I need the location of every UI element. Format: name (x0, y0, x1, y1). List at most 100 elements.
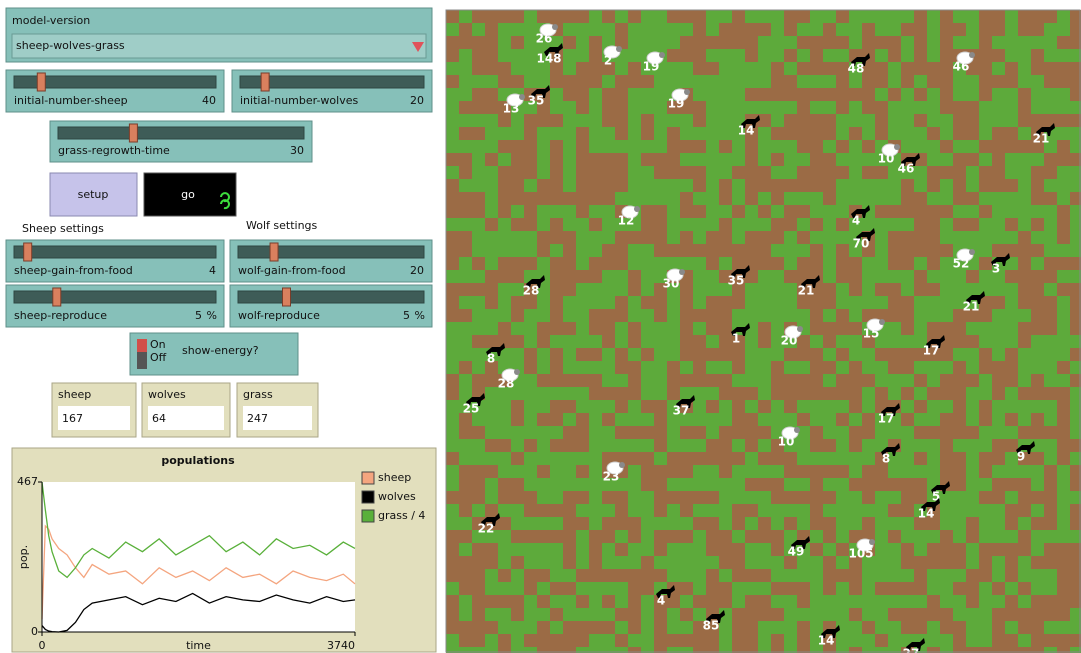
grass-patch (771, 23, 784, 36)
grass-patch (667, 257, 680, 270)
grass-patch (732, 127, 745, 140)
grass-patch (849, 621, 862, 634)
grass-patch (953, 270, 966, 283)
grass-patch (745, 348, 758, 361)
grass-patch (628, 166, 641, 179)
grass-patch (667, 192, 680, 205)
grass-patch (823, 257, 836, 270)
grass-patch (667, 309, 680, 322)
slider-knob[interactable] (128, 123, 138, 143)
slider-knob[interactable] (260, 72, 270, 92)
grass-patch (550, 465, 563, 478)
slider-knob[interactable] (269, 242, 279, 262)
slider-trough (237, 290, 425, 304)
grass-patch (732, 491, 745, 504)
grass-patch (641, 439, 654, 452)
slider-knob[interactable] (36, 72, 46, 92)
grass-patch (667, 23, 680, 36)
grass-patch (589, 231, 602, 244)
grass-patch (576, 608, 589, 621)
grass-patch (641, 244, 654, 257)
grass-patch (524, 556, 537, 569)
grass-patch (992, 192, 1005, 205)
sheep-head (794, 427, 800, 433)
grass-patch (953, 608, 966, 621)
grass-patch (641, 322, 654, 335)
grass-patch (784, 257, 797, 270)
grass-patch (914, 335, 927, 348)
grass-patch (1070, 621, 1081, 634)
grass-patch (823, 75, 836, 88)
grass-patch (1057, 504, 1070, 517)
grass-patch (732, 192, 745, 205)
agent-label: 14 (818, 634, 835, 648)
slider-trough (13, 245, 217, 259)
monitor-label: grass (243, 388, 273, 401)
grass-patch (836, 595, 849, 608)
grass-patch (693, 543, 706, 556)
grass-patch (940, 400, 953, 413)
grass-patch (836, 530, 849, 543)
grass-patch (1005, 36, 1018, 49)
grass-patch (511, 439, 524, 452)
chooser-arrow[interactable] (412, 42, 424, 52)
slider-knob[interactable] (23, 242, 33, 262)
grass-patch (719, 647, 732, 653)
grass-patch (862, 153, 875, 166)
grass-patch (667, 296, 680, 309)
grass-patch (498, 465, 511, 478)
grass-patch (602, 361, 615, 374)
grass-patch (992, 283, 1005, 296)
agent-label: 4 (852, 214, 860, 228)
grass-patch (1057, 244, 1070, 257)
grass-patch (940, 504, 953, 517)
grass-patch (732, 595, 745, 608)
grass-patch (602, 374, 615, 387)
grass-patch (849, 218, 862, 231)
switch[interactable] (129, 332, 299, 376)
wolf-body (901, 153, 920, 166)
grass-patch (797, 608, 810, 621)
slider-knob[interactable] (52, 287, 62, 307)
grass-patch (524, 426, 537, 439)
go-button[interactable] (143, 172, 237, 217)
switch-track[interactable] (137, 339, 147, 369)
sheep-head (619, 462, 625, 468)
grass-patch (693, 218, 706, 231)
widgets: model-version sheep-wolves-grass initial-n… (5, 7, 437, 653)
grass-patch (485, 647, 498, 653)
grass-patch (563, 608, 576, 621)
grass-patch (797, 452, 810, 465)
grass-patch (914, 530, 927, 543)
grass-patch (1005, 322, 1018, 335)
grass-patch (758, 413, 771, 426)
setup-button[interactable] (49, 172, 138, 217)
chooser-box[interactable] (11, 33, 427, 59)
grass-patch (654, 374, 667, 387)
grass-patch (628, 543, 641, 556)
series-line (41, 524, 356, 620)
grass-patch (888, 270, 901, 283)
grass-patch (485, 387, 498, 400)
grass-patch (524, 478, 537, 491)
grass-patch (524, 543, 537, 556)
grass-patch (511, 244, 524, 257)
grass-patch (641, 621, 654, 634)
wolf: 14 (738, 115, 760, 138)
grass-patch (966, 634, 979, 647)
slider-knob[interactable] (282, 287, 291, 307)
y-tick-label: 0 (31, 625, 38, 638)
grass-patch (1005, 88, 1018, 101)
grass-patch (1044, 374, 1057, 387)
grass-patch (797, 361, 810, 374)
slider-trough (13, 290, 217, 304)
grass-patch (823, 270, 836, 283)
grass-patch (615, 478, 628, 491)
grass-patch (836, 439, 849, 452)
grass-patch (1005, 621, 1018, 634)
grass-patch (459, 140, 472, 153)
grass-patch (472, 361, 485, 374)
grass-patch (667, 400, 680, 413)
grass-patch (849, 335, 862, 348)
grass-patch (1018, 75, 1031, 88)
